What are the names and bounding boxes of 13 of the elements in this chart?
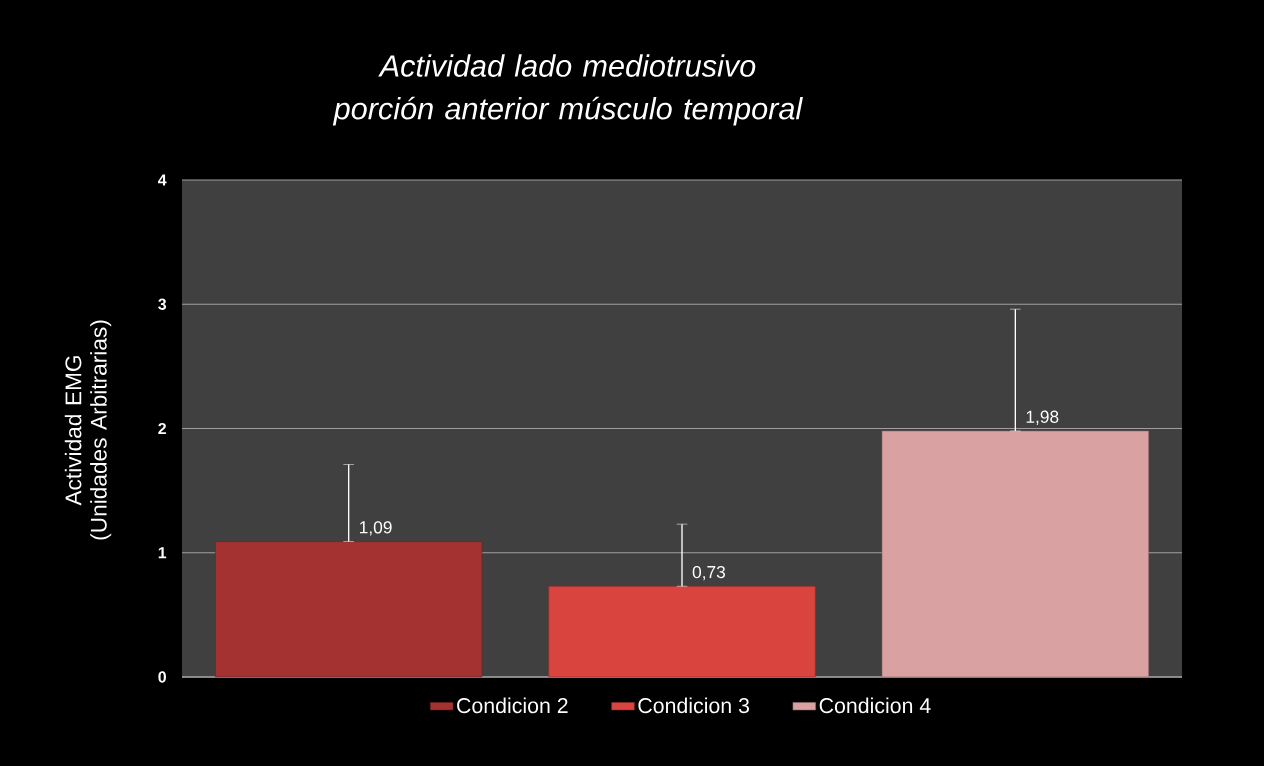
y-tick-label: 2 — [158, 422, 166, 435]
legend-label: Condicion 4 — [819, 697, 931, 714]
data-label: 0,73 — [692, 565, 726, 581]
data-label: 1,98 — [1026, 410, 1059, 425]
data-label: 1,09 — [360, 521, 392, 536]
y-tick-label: 1 — [158, 547, 167, 559]
y-tick-label: 0 — [158, 671, 166, 683]
y-tick-label: 3 — [158, 298, 167, 310]
y-tick-label: 4 — [157, 174, 167, 186]
legend-label: Condicion 2 — [457, 697, 568, 714]
y-axis-title: Actividad EMG (Unidades Arbitrarias) — [64, 320, 112, 540]
legend-label: Condicion 3 — [638, 697, 749, 714]
chart-title: Actividad lado mediotrusivo porción anterior músculo temporal — [332, 54, 803, 126]
